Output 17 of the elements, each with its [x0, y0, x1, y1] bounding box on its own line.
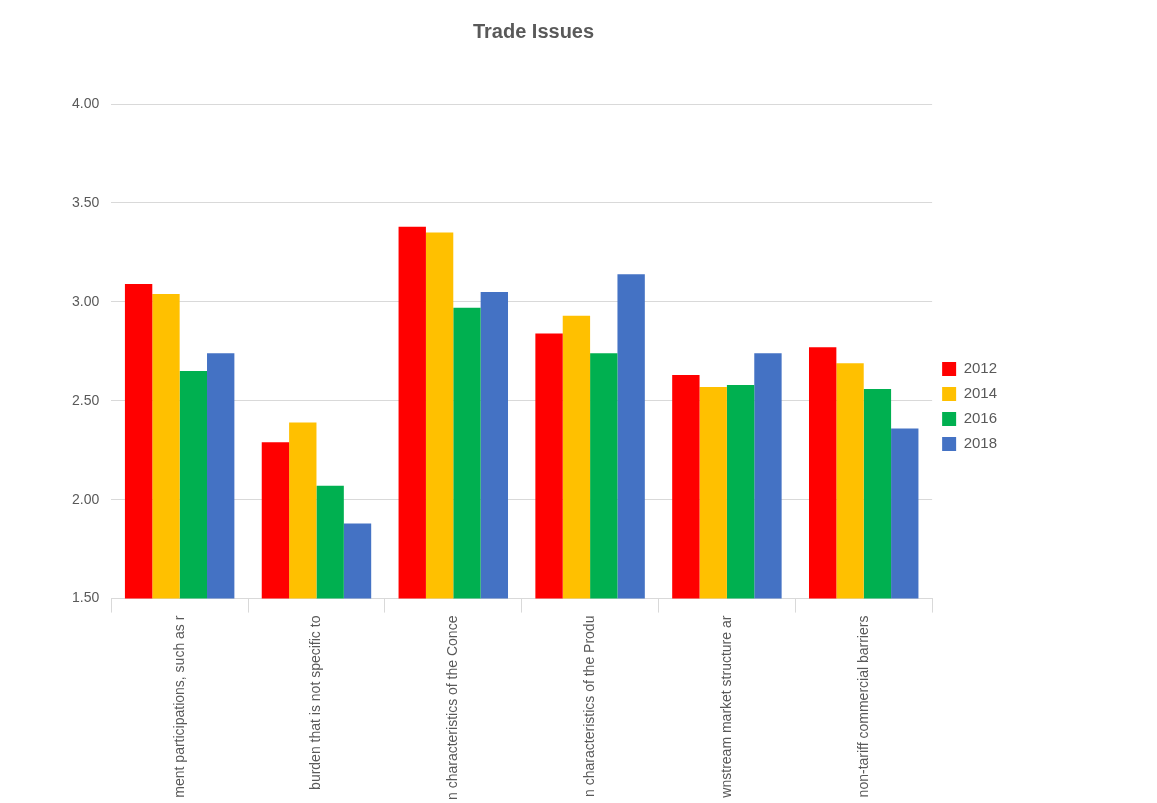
y-tick-label: 3.00 — [72, 292, 100, 309]
x-tick-label: non-tariff commercial barriers — [854, 615, 871, 798]
y-tick-label: 2.00 — [72, 490, 100, 507]
legend-label: 2016 — [963, 409, 998, 427]
legend-label: 2018 — [963, 434, 998, 452]
x-tick-label: ment participations, such as r — [170, 615, 187, 798]
y-tick-label: 3.50 — [72, 193, 100, 210]
legend-label: 2012 — [963, 359, 998, 377]
y-tick-label: 1.50 — [72, 589, 100, 606]
legend-label: 2014 — [963, 384, 998, 402]
x-tick-label: n characteristics of the Produ — [580, 615, 597, 797]
x-tick-label: n characteristics of the Conce — [444, 615, 461, 800]
y-tick-label: 2.50 — [72, 391, 100, 408]
x-tick-label: burden that is not specific to — [307, 615, 324, 790]
y-tick-label: 4.00 — [72, 94, 100, 111]
x-tick-label: wnstream market structure ar — [717, 615, 734, 799]
chart-title: Trade Issues — [472, 19, 595, 42]
